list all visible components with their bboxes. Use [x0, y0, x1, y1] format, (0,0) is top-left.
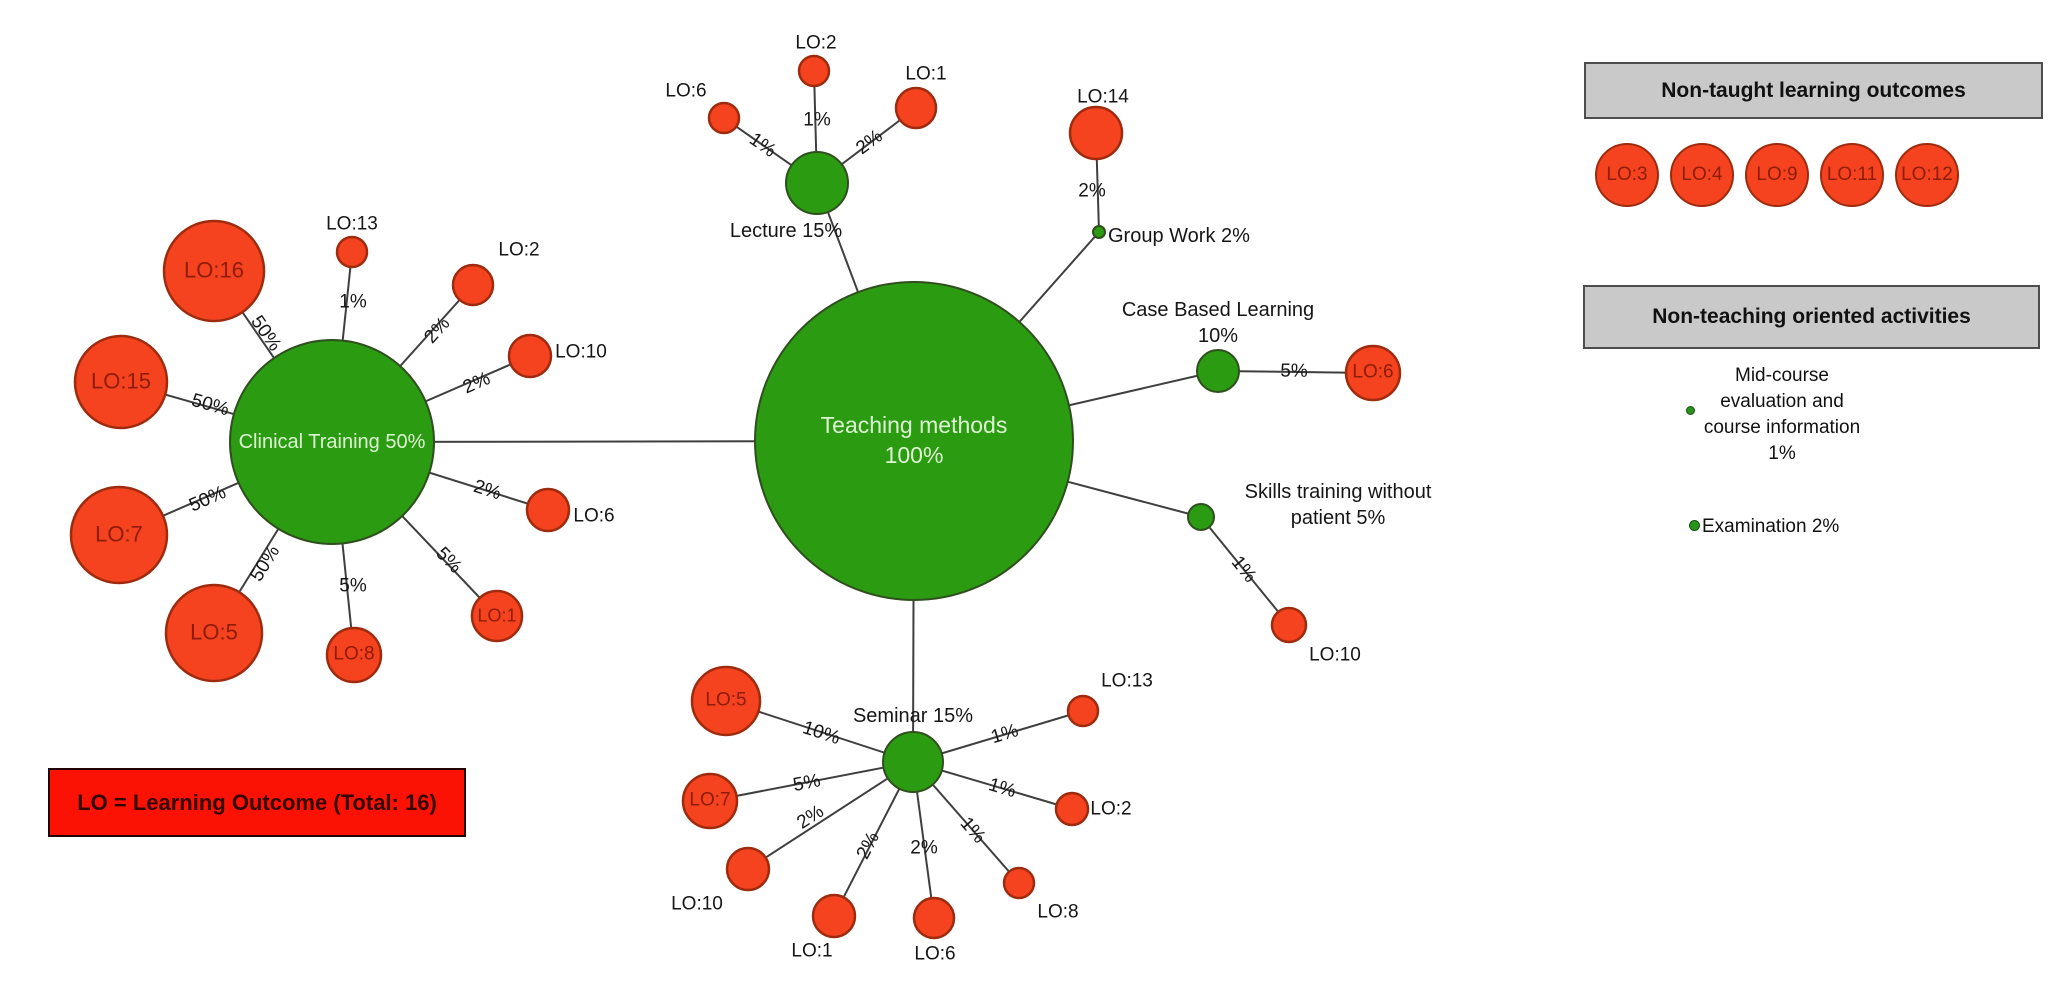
edge-seminar-sem-lo7	[709, 761, 914, 802]
node-cli-lo7	[69, 485, 169, 585]
node-cli-lo10	[507, 333, 553, 379]
node-cli-lo1	[470, 589, 524, 643]
node-clinical	[229, 339, 435, 545]
non-teaching-activities-header: Non-teaching oriented activities	[1583, 285, 2040, 349]
node-lec-lo6	[707, 101, 741, 135]
node-cli-lo16	[162, 219, 266, 323]
midcourse-line: 1%	[1768, 443, 1796, 464]
node-cli-lo2	[451, 263, 495, 307]
node-lec-lo1	[894, 86, 938, 130]
edge-seminar-sem-lo10	[747, 761, 914, 870]
non-taught-outcomes-row: LO:3 LO:4 LO:9 LO:11 LO:12	[1595, 143, 1959, 207]
node-sem-lo10	[725, 846, 771, 892]
non-taught-outcome-circle: LO:11	[1820, 143, 1884, 207]
midcourse-line: evaluation and	[1720, 391, 1844, 412]
node-sem-lo5	[690, 665, 762, 737]
non-taught-outcome-circle: LO:4	[1670, 143, 1734, 207]
node-lecture	[785, 151, 849, 215]
examination-label: Examination 2%	[1702, 516, 1840, 537]
node-skills	[1187, 503, 1215, 531]
bullet-dot-icon	[1689, 520, 1700, 531]
node-group-work	[1092, 225, 1106, 239]
bullet-dot-icon	[1686, 406, 1695, 415]
midcourse-evaluation-label: Mid-course evaluation and course informa…	[1668, 363, 1896, 467]
node-case-based	[1196, 349, 1240, 393]
node-sem-lo1	[811, 893, 857, 939]
non-taught-outcome-circle: LO:3	[1595, 143, 1659, 207]
non-taught-outcomes-header: Non-taught learning outcomes	[1584, 62, 2043, 119]
node-cli-lo6	[525, 487, 571, 533]
node-cb-lo6	[1344, 344, 1402, 402]
node-sem-lo6	[912, 896, 956, 940]
learning-outcome-note: LO = Learning Outcome (Total: 16)	[48, 768, 466, 837]
node-sk-lo10	[1270, 606, 1308, 644]
node-lec-lo2	[797, 54, 831, 88]
node-sem-lo13	[1066, 694, 1100, 728]
node-teaching	[754, 281, 1074, 601]
midcourse-line: course information	[1703, 417, 1861, 438]
node-lo14	[1068, 105, 1124, 161]
node-cli-lo5	[164, 583, 264, 683]
edge-skills-sk-lo10	[1200, 516, 1290, 626]
node-cli-lo15	[73, 334, 169, 430]
node-sem-lo2	[1054, 791, 1090, 827]
node-sem-lo8	[1002, 866, 1036, 900]
node-sem-lo7	[681, 772, 739, 830]
non-taught-outcome-circle: LO:12	[1895, 143, 1959, 207]
node-cli-lo13	[335, 235, 369, 269]
midcourse-line: Mid-course	[1735, 365, 1829, 386]
non-taught-outcome-circle: LO:9	[1745, 143, 1809, 207]
node-cli-lo8	[325, 626, 383, 684]
node-seminar	[882, 731, 944, 793]
